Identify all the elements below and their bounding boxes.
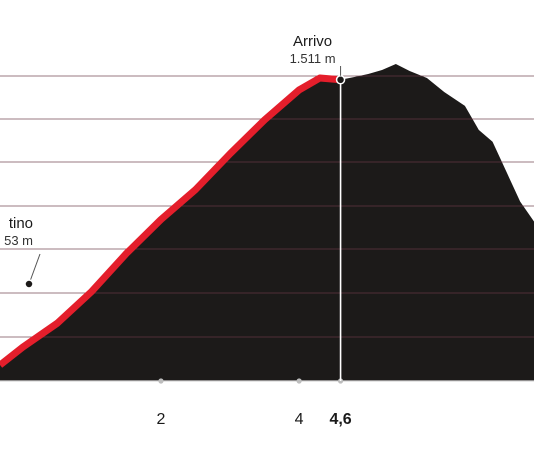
x-tick-label: 4,6 bbox=[329, 411, 351, 428]
arrivo-label: Arrivo bbox=[293, 33, 332, 50]
route-line bbox=[0, 74, 341, 368]
start-elevation-label: 53 m bbox=[4, 233, 33, 248]
x-tick-dot bbox=[158, 378, 164, 384]
x-tick-label: 2 bbox=[157, 411, 166, 428]
x-tick-label: 4 bbox=[295, 411, 304, 428]
elevation-area bbox=[0, 64, 534, 381]
start-leader-line bbox=[28, 253, 41, 285]
start-label: tino bbox=[9, 215, 33, 232]
start-point bbox=[24, 279, 34, 289]
x-tick-dot bbox=[296, 378, 302, 384]
arrivo-point bbox=[335, 75, 346, 85]
arrivo-elevation-label: 1.511 m bbox=[290, 51, 336, 66]
